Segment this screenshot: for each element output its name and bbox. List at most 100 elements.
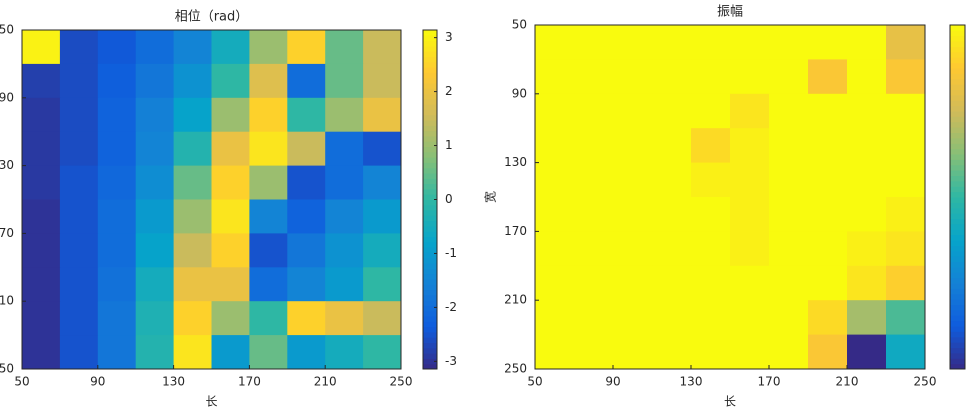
heatmap-cell: [535, 300, 575, 336]
x-axis-label: 长: [205, 395, 217, 409]
x-tick-label: 50: [14, 375, 29, 389]
heatmap-cell: [769, 265, 809, 301]
x-axis-label: 长: [724, 395, 736, 409]
heatmap-cell: [847, 128, 887, 164]
x-tick-label: 130: [680, 375, 703, 389]
heatmap-cell: [211, 30, 250, 65]
x-tick-label: 90: [605, 375, 620, 389]
heatmap-cell: [363, 30, 402, 65]
heatmap-cell: [652, 59, 692, 95]
colorbar-segment: [423, 199, 437, 206]
colorbar-segment: [423, 93, 437, 100]
heatmap-cell: [691, 300, 731, 336]
colorbar-segment: [423, 114, 437, 121]
colorbar-segment: [950, 197, 965, 203]
colorbar-segment: [423, 231, 437, 238]
heatmap-cell: [363, 97, 402, 133]
heatmap-cell: [652, 25, 692, 60]
colorbar-segment: [423, 67, 437, 73]
heatmap-cell: [769, 128, 809, 164]
heatmap-cell: [173, 267, 212, 302]
heatmap-cell: [97, 63, 137, 99]
heatmap-cell: [730, 128, 770, 164]
heatmap-cell: [287, 63, 326, 99]
heatmap-cell: [652, 265, 692, 301]
colorbar-segment: [950, 170, 965, 176]
chart-title: 相位（rad）: [175, 10, 249, 25]
heatmap-cell: [249, 165, 288, 200]
heatmap-cell: [847, 231, 887, 267]
heatmap-cell: [847, 197, 887, 232]
heatmap-cell: [211, 165, 250, 200]
colorbar-segment: [423, 109, 437, 116]
heatmap-cell: [287, 30, 326, 65]
heatmap-cell: [97, 97, 137, 133]
heatmap-cell: [97, 165, 137, 200]
heatmap-cell: [691, 197, 731, 232]
heatmap-cell: [886, 231, 926, 267]
y-axis-label: 宽: [483, 191, 498, 203]
colorbar-segment: [950, 309, 965, 316]
heatmap-cell: [691, 25, 731, 60]
heatmap-cell: [135, 301, 175, 336]
colorbar-segment: [423, 82, 437, 89]
colorbar-segment: [423, 316, 437, 322]
colorbar-segment: [423, 268, 437, 275]
heatmap-cell: [730, 231, 770, 267]
heatmap-cell: [574, 197, 614, 232]
heatmap-cell: [691, 265, 731, 301]
colorbar-segment: [423, 56, 437, 63]
heatmap-cell: [574, 231, 614, 267]
colorbar-segment: [423, 284, 437, 291]
colorbar-segment: [423, 146, 437, 153]
colorbar-segment: [423, 120, 437, 126]
colorbar-segment: [423, 61, 437, 68]
heatmap-cell: [325, 131, 364, 167]
heatmap-cell: [249, 199, 288, 234]
heatmap-cell: [173, 30, 212, 65]
heatmap-cell: [652, 128, 692, 164]
heatmap-cell: [249, 63, 288, 99]
colorbar-segment: [950, 148, 965, 155]
heatmap-cell: [249, 267, 288, 302]
heatmap-cell: [97, 199, 137, 234]
colorbar-segment: [423, 188, 437, 195]
heatmap-cell: [886, 59, 926, 95]
colorbar-segment: [423, 273, 437, 280]
colorbar-segment: [950, 73, 965, 80]
heatmap-cell: [173, 199, 212, 234]
colorbar-segment: [950, 213, 965, 219]
heatmap-cell: [613, 25, 653, 60]
heatmap-cell: [886, 162, 926, 198]
heatmap-cell: [847, 59, 887, 95]
y-tick-label: 90: [512, 86, 527, 100]
colorbar-segment: [423, 204, 437, 211]
heatmap-cell: [769, 231, 809, 267]
heatmap-cell: [574, 265, 614, 301]
colorbar-tick-label: 2: [445, 84, 453, 98]
heatmap-cell: [97, 30, 137, 65]
x-tick-label: 250: [914, 375, 937, 389]
heatmap-cell: [613, 300, 653, 336]
heatmap-cell: [211, 131, 250, 167]
colorbar-segment: [423, 305, 437, 312]
heatmap-cell: [769, 162, 809, 198]
colorbar-segment: [950, 62, 965, 69]
heatmap-cell: [22, 97, 61, 133]
heatmap-cell: [363, 335, 402, 370]
heatmap-cell: [22, 199, 61, 234]
colorbar-segment: [950, 288, 965, 295]
heatmap-cell: [97, 131, 137, 167]
heatmap-cell: [769, 59, 809, 95]
colorbar-segment: [423, 215, 437, 222]
colorbar-segment: [950, 78, 965, 85]
heatmap-cell: [652, 93, 692, 129]
colorbar-segment: [423, 337, 437, 344]
colorbar-segment: [423, 247, 437, 253]
colorbar-segment: [423, 300, 437, 306]
y-tick-label: 50: [0, 23, 14, 37]
heatmap-cell: [652, 231, 692, 267]
colorbar-segment: [423, 141, 437, 148]
heatmap-cell: [325, 63, 364, 99]
colorbar-segment: [423, 178, 437, 185]
